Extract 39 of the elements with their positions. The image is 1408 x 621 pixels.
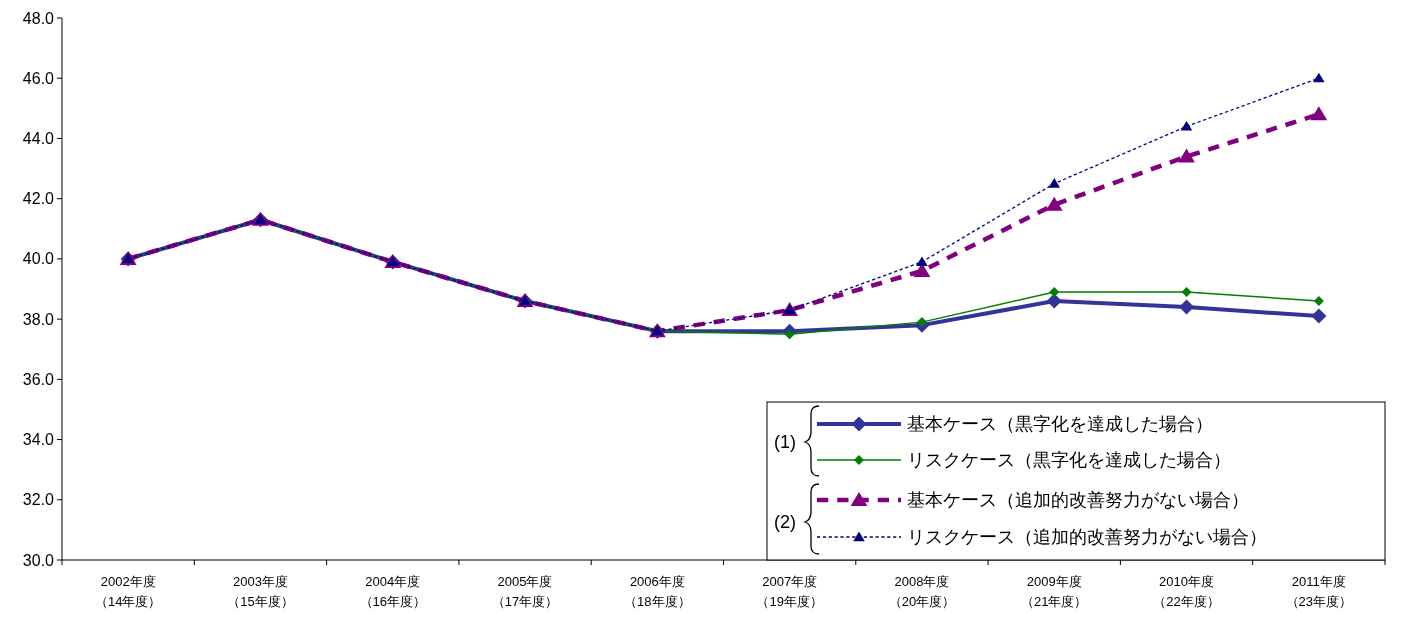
point bbox=[1046, 293, 1062, 309]
x-tick-label: 2011年度（23年度） bbox=[1285, 574, 1353, 609]
x-tick-label: 2008年度（20年度） bbox=[888, 574, 956, 609]
x-tick-label: 2010年度（22年度） bbox=[1153, 574, 1220, 609]
y-tick-label: 46.0 bbox=[22, 69, 55, 87]
x-tick-label: 2007年度（19年度） bbox=[756, 574, 823, 609]
x-tick-label: 2006年度（18年度） bbox=[624, 574, 691, 609]
point bbox=[1049, 287, 1060, 298]
x-tick-label: 2005年度（17年度） bbox=[491, 574, 559, 609]
y-tick-label: 42.0 bbox=[22, 190, 55, 208]
point bbox=[1179, 299, 1195, 315]
y-tick-label: 38.0 bbox=[22, 310, 55, 328]
point bbox=[1180, 120, 1193, 131]
legend-label: 基本ケース（黒字化を達成した場合） bbox=[907, 414, 1213, 435]
point bbox=[1048, 178, 1061, 188]
legend-label: リスクケース（追加的改善努力がない場合） bbox=[907, 527, 1267, 548]
x-tick-label: 2009年度（21年度） bbox=[1021, 574, 1088, 609]
point bbox=[916, 256, 928, 267]
y-tick-label: 48.0 bbox=[22, 9, 55, 27]
x-tick-label: 2002年度（14年度） bbox=[94, 574, 162, 609]
point bbox=[1045, 196, 1063, 211]
y-tick-label: 32.0 bbox=[22, 491, 55, 509]
annotation: (2) bbox=[774, 512, 796, 533]
x-tick-label: 2004年度（16年度） bbox=[359, 574, 426, 609]
point bbox=[1313, 296, 1324, 307]
legend-label: リスクケース（黒字化を達成した場合） bbox=[907, 450, 1231, 471]
point bbox=[1311, 308, 1327, 324]
y-tick-label: 40.0 bbox=[22, 250, 55, 268]
point bbox=[1178, 148, 1195, 163]
y-tick-label: 44.0 bbox=[22, 130, 55, 148]
point bbox=[1181, 287, 1192, 298]
y-tick-label: 30.0 bbox=[22, 551, 55, 569]
x-tick-label: 2003年度（15年度） bbox=[227, 574, 294, 609]
point bbox=[1310, 106, 1328, 121]
y-tick-label: 34.0 bbox=[22, 431, 55, 449]
legend-label: 基本ケース（追加的改善努力がない場合） bbox=[907, 490, 1249, 511]
annotation: (1) bbox=[774, 432, 796, 453]
point bbox=[916, 317, 927, 328]
y-tick-label: 36.0 bbox=[22, 370, 55, 388]
